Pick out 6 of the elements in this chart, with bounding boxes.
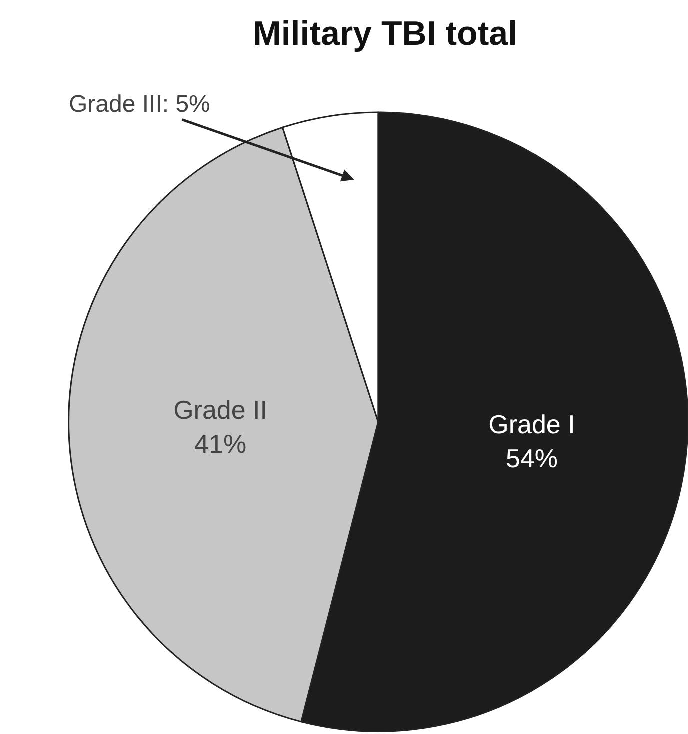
chart-title: Military TBI total xyxy=(253,14,518,53)
data-label: 54% xyxy=(506,443,558,474)
slice-label: Grade III: 5% xyxy=(69,91,210,118)
slice-label: Grade II xyxy=(174,395,268,426)
data-label: 41% xyxy=(194,428,247,459)
slice-label: Grade I xyxy=(488,410,576,440)
